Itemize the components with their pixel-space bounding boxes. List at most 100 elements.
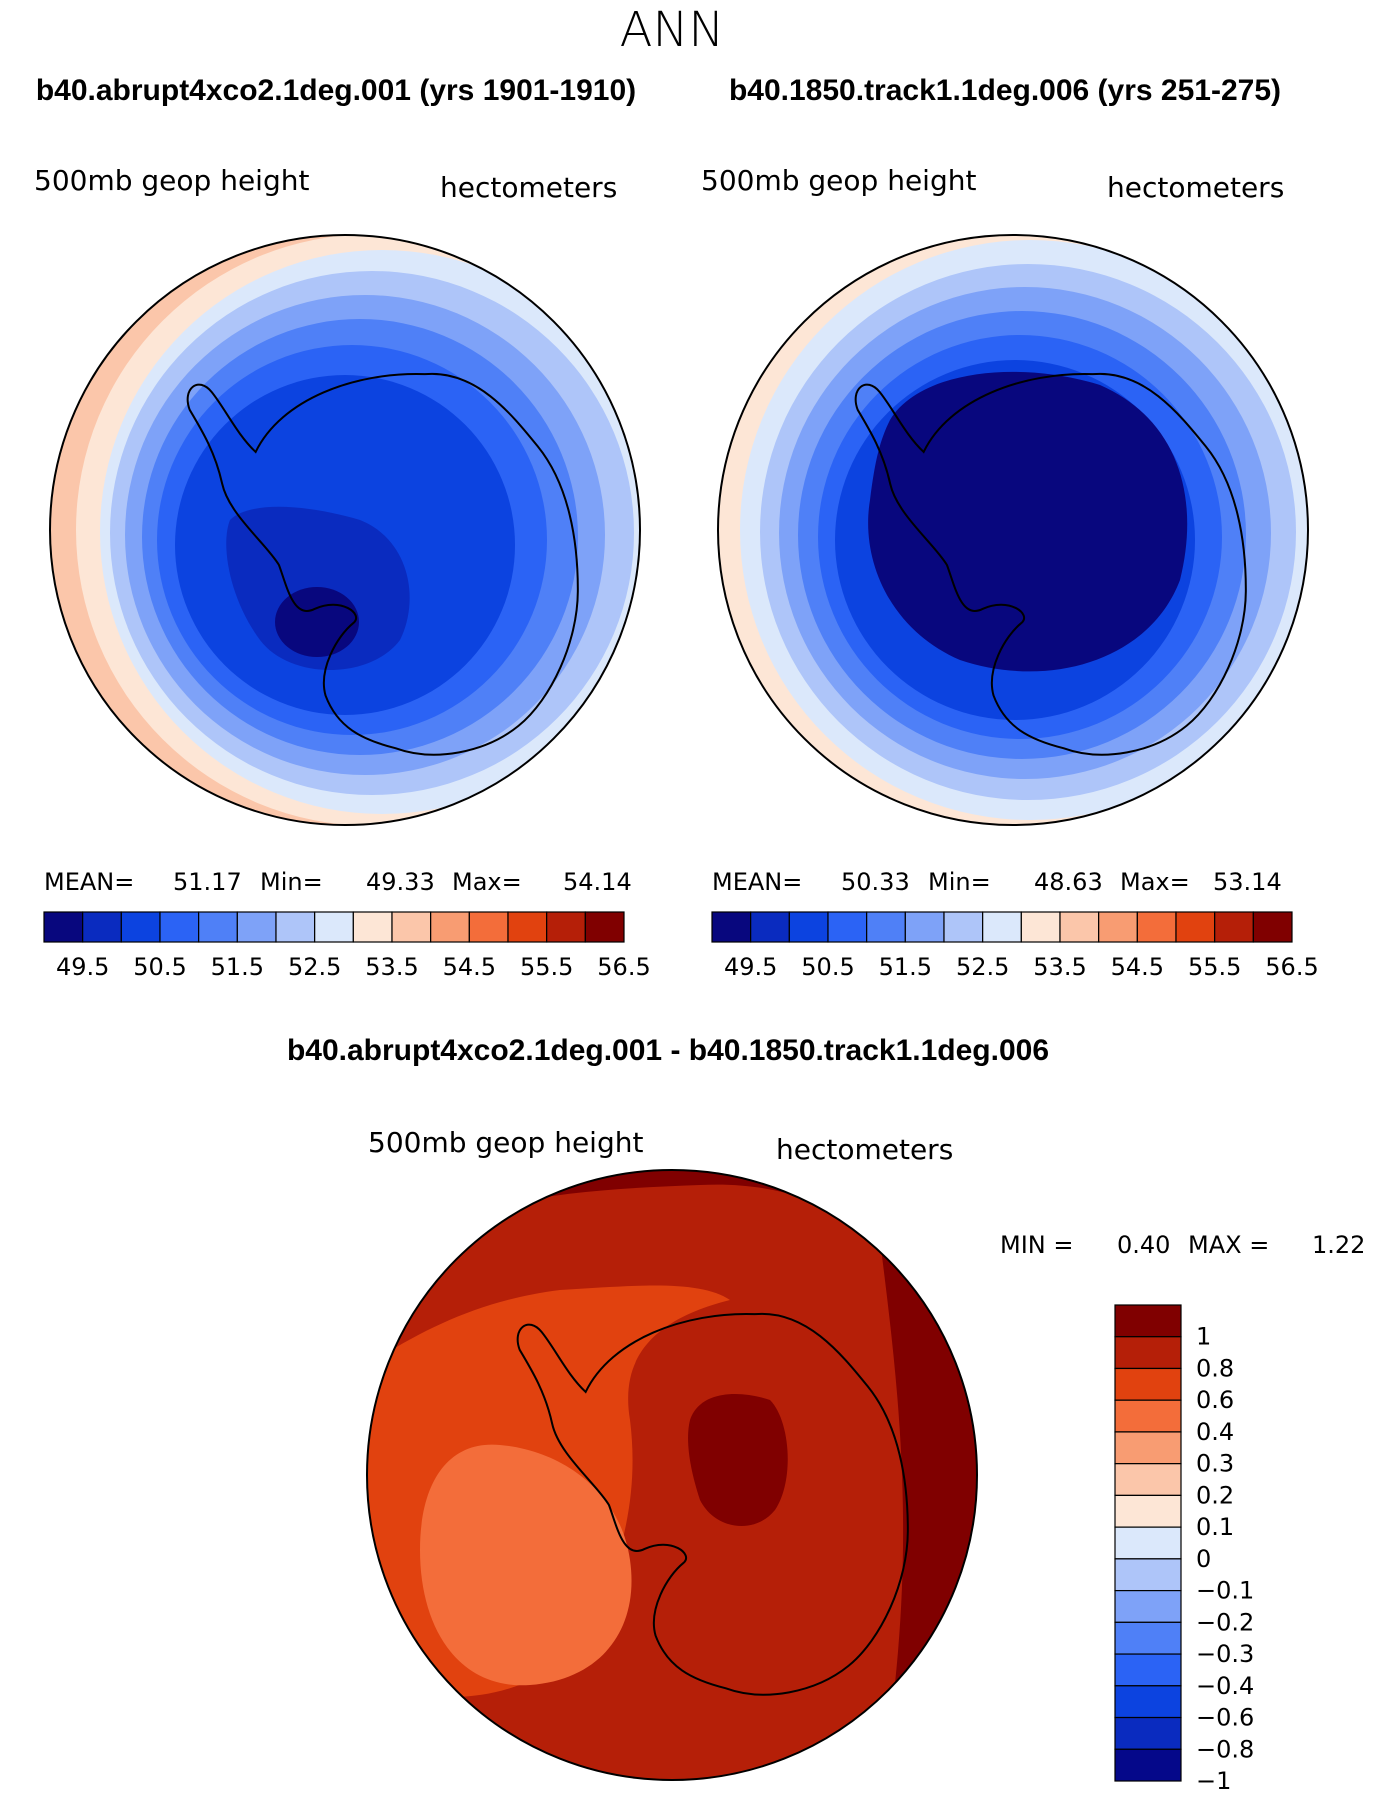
- units-label-difference: hectometers: [776, 1133, 953, 1166]
- colorbar-tick-label: 53.5: [1033, 953, 1086, 981]
- colorbar-swatch: [1059, 911, 1100, 943]
- variable-label-case: 500mb geop height: [34, 164, 309, 197]
- units-label-case: hectometers: [440, 171, 617, 204]
- colorbar-tick-label: 0.2: [1196, 1481, 1234, 1509]
- panel-control: b40.1850.track1.1deg.006 (yrs 251-275) 5…: [701, 74, 1319, 981]
- colorbar-swatch: [1114, 1526, 1182, 1560]
- colorbar-swatch: [750, 911, 790, 943]
- panel-title-case: b40.abrupt4xco2.1deg.001 (yrs 1901-1910): [36, 74, 636, 107]
- mean-value: 50.33: [841, 868, 910, 896]
- colorbar-swatch: [1114, 1716, 1182, 1750]
- panel-title-control: b40.1850.track1.1deg.006 (yrs 251-275): [729, 74, 1281, 107]
- colorbar-tick-label: 55.5: [1188, 953, 1241, 981]
- map-border: [49, 234, 641, 826]
- difference-title: b40.abrupt4xco2.1deg.001 - b40.1850.trac…: [287, 1034, 1049, 1067]
- colorbar-difference: 1 0.8 0.6 0.4 0.3 0.2 0.1 0 −0.1 −0.2 −0.3 −0.4 −0.6…: [1114, 1304, 1254, 1795]
- colorbar-tick-label: 56.5: [1265, 953, 1318, 981]
- colorbar-swatch: [1114, 1463, 1182, 1496]
- map-difference: [367, 1170, 977, 1780]
- stats-case: MEAN= 51.17 Min= 49.33 Max= 54.14: [44, 868, 632, 896]
- colorbar-swatch: [1252, 911, 1293, 943]
- colorbar-swatch: [1114, 1653, 1182, 1687]
- colorbar-swatch: [159, 911, 200, 943]
- colorbar-swatch: [391, 911, 432, 943]
- colorbar-tick-label: 56.5: [597, 953, 650, 981]
- colorbar-tick-label: −0.6: [1196, 1704, 1254, 1732]
- colorbar-swatch: [82, 911, 122, 943]
- colorbar-swatch: [1136, 911, 1177, 943]
- colorbar-swatch: [1114, 1748, 1182, 1782]
- colorbar-tick-label: −0.8: [1196, 1735, 1254, 1763]
- colorbar-tick-label: 0.6: [1196, 1386, 1234, 1414]
- colorbar-tick-label: 51.5: [211, 953, 264, 981]
- min-label: Min=: [260, 868, 323, 896]
- colorbar-swatch: [198, 911, 238, 943]
- min-value: 48.63: [1034, 868, 1103, 896]
- map-case: [50, 235, 640, 825]
- contour-fill: [688, 1394, 788, 1527]
- colorbar-swatch: [43, 911, 84, 943]
- colorbar-swatch: [584, 911, 625, 943]
- contour-fill: [275, 587, 359, 657]
- colorbar-swatch: [1114, 1685, 1182, 1719]
- colorbar-tick-label: −1: [1196, 1767, 1231, 1795]
- max-label: Max=: [452, 868, 522, 896]
- max-label: Max=: [1120, 868, 1190, 896]
- colorbar-swatch: [314, 911, 354, 943]
- colorbar-swatch: [546, 911, 586, 943]
- colorbar-tick-label: 52.5: [288, 953, 341, 981]
- contour-fill: [420, 1444, 632, 1686]
- map-border: [717, 234, 1309, 826]
- colorbar-tick-label: 50.5: [133, 953, 186, 981]
- colorbar-tick-label: −0.1: [1196, 1577, 1254, 1605]
- mean-label: MEAN=: [712, 868, 802, 896]
- colorbar-swatch: [866, 911, 906, 943]
- season-title: ANN: [620, 2, 725, 58]
- mean-value: 51.17: [173, 868, 242, 896]
- colorbar-swatch: [711, 911, 752, 943]
- colorbar-swatch: [1214, 911, 1254, 943]
- colorbar-tick-label: 0.8: [1196, 1354, 1234, 1382]
- colorbar-tick-label: 0: [1196, 1545, 1211, 1573]
- colorbar-swatch: [1114, 1367, 1182, 1401]
- colorbar-swatch: [1114, 1621, 1182, 1655]
- min-label: MIN =: [1000, 1231, 1073, 1259]
- colorbar-swatch: [1114, 1589, 1182, 1623]
- max-value: 53.14: [1213, 868, 1282, 896]
- map-border: [366, 1169, 978, 1781]
- colorbar-swatch: [120, 911, 161, 943]
- colorbar-swatch: [1175, 911, 1216, 943]
- colorbar-swatch: [982, 911, 1022, 943]
- colorbar-swatch: [468, 911, 509, 943]
- colorbar-tick-label: 54.5: [1111, 953, 1164, 981]
- colorbar-swatch: [430, 911, 470, 943]
- colorbar-tick-label: 49.5: [56, 953, 109, 981]
- colorbar-swatch: [788, 911, 829, 943]
- colorbar-swatch: [352, 911, 393, 943]
- variable-label-difference: 500mb geop height: [368, 1126, 643, 1159]
- colorbar-swatch: [827, 911, 868, 943]
- colorbar-tick-label: −0.2: [1196, 1608, 1254, 1636]
- variable-label-control: 500mb geop height: [701, 164, 976, 197]
- colorbar-swatch: [275, 911, 316, 943]
- stats-control: MEAN= 50.33 Min= 48.63 Max= 53.14: [712, 868, 1282, 896]
- colorbar-swatch: [904, 911, 945, 943]
- contour-fill: [868, 371, 1188, 672]
- colorbar-tick-label: 0.1: [1196, 1513, 1234, 1541]
- colorbar-swatch: [1114, 1304, 1182, 1338]
- max-label: MAX =: [1188, 1231, 1269, 1259]
- colorbar-tick-label: 50.5: [801, 953, 854, 981]
- colorbar-swatch: [507, 911, 548, 943]
- colorbar-swatch: [1114, 1558, 1182, 1592]
- colorbar-swatch: [236, 911, 277, 943]
- min-value: 0.40: [1117, 1231, 1170, 1259]
- colorbar-tick-label: 53.5: [365, 953, 418, 981]
- colorbar-tick-label: −0.3: [1196, 1640, 1254, 1668]
- colorbar-tick-label: 0.3: [1196, 1450, 1234, 1478]
- panel-case: b40.abrupt4xco2.1deg.001 (yrs 1901-1910)…: [34, 74, 651, 981]
- colorbar-control: 49.5 50.5 51.5 52.5 53.5 54.5 55.5 56.5: [711, 911, 1319, 981]
- colorbar-swatch: [1098, 911, 1138, 943]
- min-value: 49.33: [366, 868, 435, 896]
- colorbar-swatch: [1020, 911, 1061, 943]
